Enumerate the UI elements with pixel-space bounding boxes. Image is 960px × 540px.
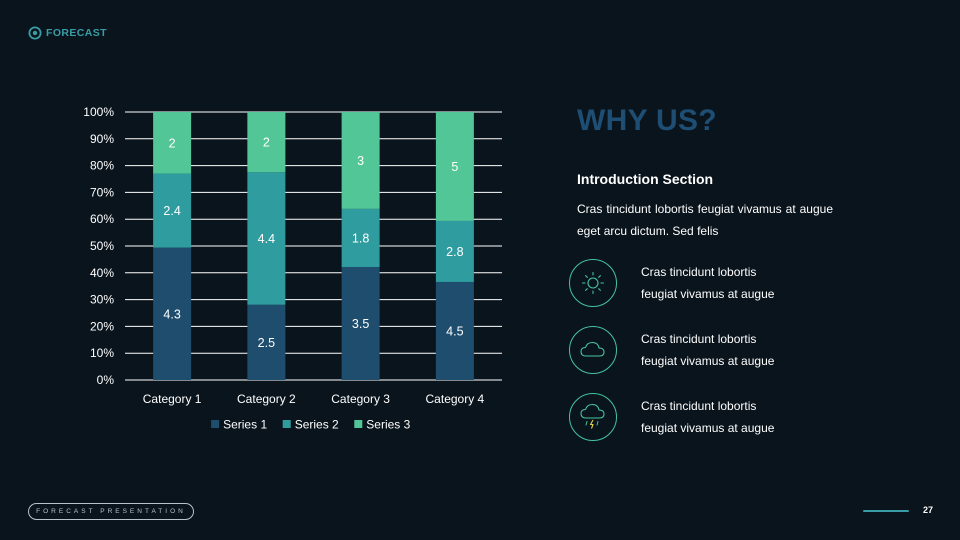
bar-segment — [153, 112, 192, 174]
bar-segment — [341, 266, 380, 380]
feature-text: Cras tincidunt lobortis feugiat vivamus … — [641, 332, 775, 368]
feature-item-2: Cras tincidunt lobortis feugiat vivamus … — [569, 326, 811, 374]
cloud-icon — [569, 326, 617, 374]
bar-segment — [247, 112, 286, 173]
data-label: 2.4 — [163, 204, 180, 218]
logo-text: FORECAST — [46, 27, 107, 39]
data-label: 4.3 — [163, 307, 180, 321]
forecast-logo-icon — [28, 26, 42, 40]
feature-item-3: Cras tincidunt lobortis feugiat vivamus … — [569, 393, 811, 441]
legend-swatch — [282, 420, 291, 428]
x-tick-label: Category 4 — [426, 392, 485, 406]
bar-segment — [153, 247, 192, 380]
bar-segment — [435, 220, 474, 282]
bar-segment — [435, 112, 474, 221]
y-tick-label: 90% — [90, 132, 114, 146]
feature-text: Cras tincidunt lobortis feugiat vivamus … — [641, 399, 775, 435]
data-label: 4.5 — [446, 324, 463, 338]
page-number: 27 — [923, 505, 934, 515]
data-label: 2 — [263, 136, 270, 150]
feature-text: Cras tincidunt lobortis feugiat vivamus … — [641, 265, 775, 301]
bar-segment — [153, 173, 192, 248]
feature-item-1: Cras tincidunt lobortis feugiat vivamus … — [569, 259, 811, 307]
data-label: 5 — [451, 160, 458, 174]
y-tick-label: 60% — [90, 212, 114, 226]
x-tick-label: Category 1 — [143, 392, 202, 406]
bars — [153, 112, 474, 380]
y-tick-label: 70% — [90, 185, 114, 199]
data-label: 2.5 — [258, 336, 275, 350]
y-tick-label: 80% — [90, 159, 114, 173]
legend-label: Series 1 — [223, 417, 267, 431]
data-label: 3 — [357, 154, 364, 168]
data-label: 3.5 — [352, 317, 369, 331]
y-tick-label: 100% — [83, 105, 114, 119]
y-axis-ticks: 0% 10% 20% 30% 40% 50% 60% 70% 80% 90% 100% — [83, 105, 114, 387]
intro-body: Cras tincidunt lobortis feugiat vivamus … — [577, 202, 833, 238]
y-tick-label: 40% — [90, 266, 114, 280]
data-label: 4.4 — [258, 232, 275, 246]
bar-segment — [341, 208, 380, 267]
intro-heading: Introduction Section — [577, 171, 714, 187]
bar-segment — [247, 304, 286, 380]
footer-accent-line — [863, 510, 909, 512]
x-tick-label: Category 3 — [331, 392, 390, 406]
data-labels: 4.3 2.4 2 2.5 4.4 2 3.5 1.8 3 4.5 2.8 5 — [163, 136, 463, 350]
storm-cloud-icon — [569, 393, 617, 441]
bar-segment — [435, 281, 474, 380]
footer-label: FORECAST PRESENTATION — [28, 503, 194, 520]
bar-segment — [247, 172, 286, 305]
x-axis-ticks: Category 1 Category 2 Category 3 Category 4 — [143, 392, 485, 406]
y-tick-label: 50% — [90, 239, 114, 253]
y-tick-label: 10% — [90, 346, 114, 360]
y-tick-label: 20% — [90, 319, 114, 333]
y-tick-label: 0% — [97, 373, 115, 387]
page-title: WHY US? — [577, 104, 717, 137]
brand-logo: FORECAST — [28, 26, 107, 40]
bar-segment — [341, 112, 380, 209]
y-tick-label: 30% — [90, 293, 114, 307]
legend-swatch — [211, 420, 220, 428]
stacked-bar-chart: 0% 10% 20% 30% 40% 50% 60% 70% 80% 90% 100% 4.3 2.4… — [83, 105, 502, 431]
legend-label: Series 3 — [366, 417, 410, 431]
legend-label: Series 2 — [295, 417, 339, 431]
sun-icon — [569, 259, 617, 307]
chart-legend: Series 1 Series 2 Series 3 — [211, 417, 411, 431]
data-label: 2 — [169, 136, 176, 150]
x-tick-label: Category 2 — [237, 392, 296, 406]
legend-swatch — [354, 420, 363, 428]
data-label: 2.8 — [446, 245, 463, 259]
data-label: 1.8 — [352, 231, 369, 245]
